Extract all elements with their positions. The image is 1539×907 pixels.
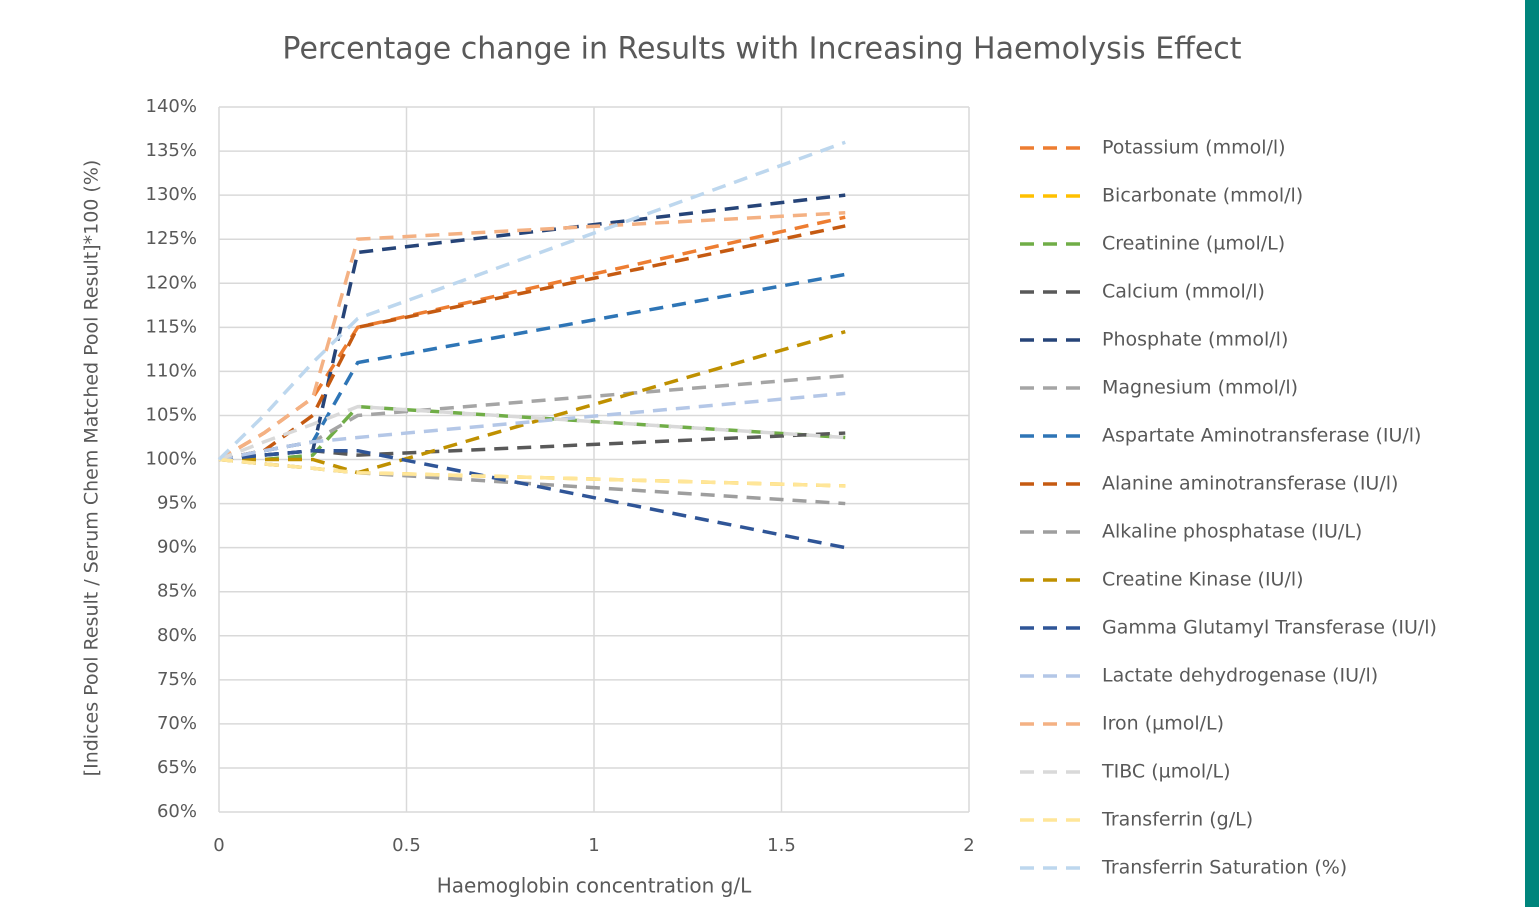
- y-tick-label: 75%: [157, 669, 197, 690]
- y-tick-label: 125%: [146, 228, 197, 249]
- y-tick-label: 115%: [146, 316, 197, 337]
- y-tick-label: 90%: [157, 537, 197, 558]
- y-tick-label: 110%: [146, 360, 197, 381]
- x-tick-label: 1.5: [767, 835, 796, 856]
- legend-label: Transferrin Saturation (%): [1101, 857, 1347, 879]
- y-axis-title: [Indices Pool Result / Serum Chem Matche…: [81, 160, 103, 777]
- y-tick-label: 130%: [146, 184, 197, 205]
- legend-label: Creatine Kinase (IU/l): [1102, 569, 1304, 591]
- x-axis-title: Haemoglobin concentration g/L: [437, 874, 752, 898]
- x-tick-label: 1: [588, 835, 599, 856]
- legend-label: Bicarbonate (mmol/l): [1102, 185, 1303, 207]
- x-tick-label: 0.5: [392, 835, 421, 856]
- y-tick-label: 70%: [157, 713, 197, 734]
- series-line: [217, 140, 846, 461]
- y-tick-label: 85%: [157, 581, 197, 602]
- y-tick-label: 100%: [146, 449, 197, 470]
- series-line: [218, 448, 846, 550]
- y-tick-label: 60%: [157, 801, 197, 822]
- x-tick-label: 0: [213, 835, 224, 856]
- series-line: [218, 404, 846, 462]
- series-line: [218, 391, 846, 462]
- legend-label: Iron (µmol/L): [1102, 713, 1224, 735]
- series-line: [218, 457, 846, 506]
- y-tick-label: 95%: [157, 493, 197, 514]
- y-tick-label: 65%: [157, 757, 197, 778]
- legend-label: Calcium (mmol/l): [1102, 281, 1265, 303]
- y-tick-label: 120%: [146, 272, 197, 293]
- legend-label: Potassium (mmol/l): [1102, 137, 1286, 159]
- legend-label: Phosphate (mmol/l): [1102, 329, 1288, 351]
- legend-label: Transferrin (g/L): [1101, 809, 1253, 831]
- legend-label: Aspartate Aminotransferase (IU/l): [1102, 425, 1421, 447]
- legend-label: Gamma Glutamyl Transferase (IU/l): [1102, 617, 1437, 639]
- y-tick-label: 135%: [146, 140, 197, 161]
- series-line: [219, 330, 846, 475]
- y-tick-label: 105%: [146, 404, 197, 425]
- side-bar: [1525, 0, 1539, 907]
- legend-label: TIBC (µmol/L): [1101, 761, 1231, 783]
- legend-label: Creatinine (µmol/L): [1102, 233, 1285, 255]
- x-tick-label: 2: [963, 835, 974, 856]
- legend-label: Alkaline phosphatase (IU/L): [1102, 521, 1362, 543]
- y-tick-label: 80%: [157, 625, 197, 646]
- y-tick-label: 140%: [146, 96, 197, 117]
- series-line: [218, 211, 846, 462]
- legend-label: Lactate dehydrogenase (IU/l): [1102, 665, 1378, 687]
- chart-title: Percentage change in Results with Increa…: [282, 32, 1241, 67]
- series-line: [218, 457, 846, 488]
- legend-label: Alanine aminotransferase (IU/l): [1102, 473, 1398, 495]
- legend-label: Magnesium (mmol/l): [1102, 377, 1298, 399]
